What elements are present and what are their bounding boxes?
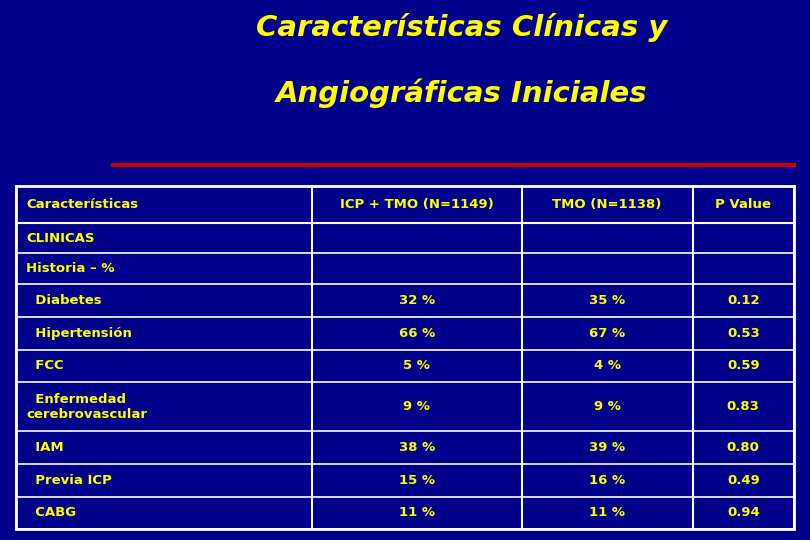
Text: 67 %: 67 %	[589, 327, 625, 340]
Text: ICP + TMO (N=1149): ICP + TMO (N=1149)	[339, 198, 493, 211]
Text: 5 %: 5 %	[403, 360, 430, 373]
Bar	[16, 186, 794, 529]
Text: CLINICAS: CLINICAS	[26, 232, 95, 245]
Text: CABG: CABG	[26, 507, 76, 519]
Text: 0.12: 0.12	[727, 294, 760, 307]
Text: TMO (N=1138): TMO (N=1138)	[552, 198, 662, 211]
Text: 0.83: 0.83	[727, 400, 760, 413]
Text: 9 %: 9 %	[403, 400, 430, 413]
Text: 11 %: 11 %	[589, 507, 625, 519]
Text: 39 %: 39 %	[589, 441, 625, 454]
Text: Previa ICP: Previa ICP	[26, 474, 112, 487]
Text: 9 %: 9 %	[594, 400, 620, 413]
Text: 0.59: 0.59	[727, 360, 760, 373]
Text: 15 %: 15 %	[399, 474, 435, 487]
Text: Historia – %: Historia – %	[26, 262, 114, 275]
Text: Características Clínicas y: Características Clínicas y	[256, 14, 667, 43]
Text: Características: Características	[26, 198, 138, 211]
Text: Enfermedad
cerebrovascular: Enfermedad cerebrovascular	[26, 393, 147, 421]
Text: 0.80: 0.80	[727, 441, 760, 454]
Text: 35 %: 35 %	[589, 294, 625, 307]
Text: IAM: IAM	[26, 441, 63, 454]
Text: 66 %: 66 %	[399, 327, 435, 340]
Text: 0.49: 0.49	[727, 474, 760, 487]
Text: Hipertensión: Hipertensión	[26, 327, 132, 340]
Text: FCC: FCC	[26, 360, 63, 373]
Text: 32 %: 32 %	[399, 294, 435, 307]
Text: Angiográficas Iniciales: Angiográficas Iniciales	[276, 78, 647, 108]
Text: 4 %: 4 %	[594, 360, 620, 373]
Text: 38 %: 38 %	[399, 441, 435, 454]
Text: 0.53: 0.53	[727, 327, 760, 340]
Text: 0.94: 0.94	[727, 507, 760, 519]
Text: 16 %: 16 %	[589, 474, 625, 487]
Text: 11 %: 11 %	[399, 507, 435, 519]
Text: Diabetes: Diabetes	[26, 294, 101, 307]
Text: P Value: P Value	[715, 198, 771, 211]
